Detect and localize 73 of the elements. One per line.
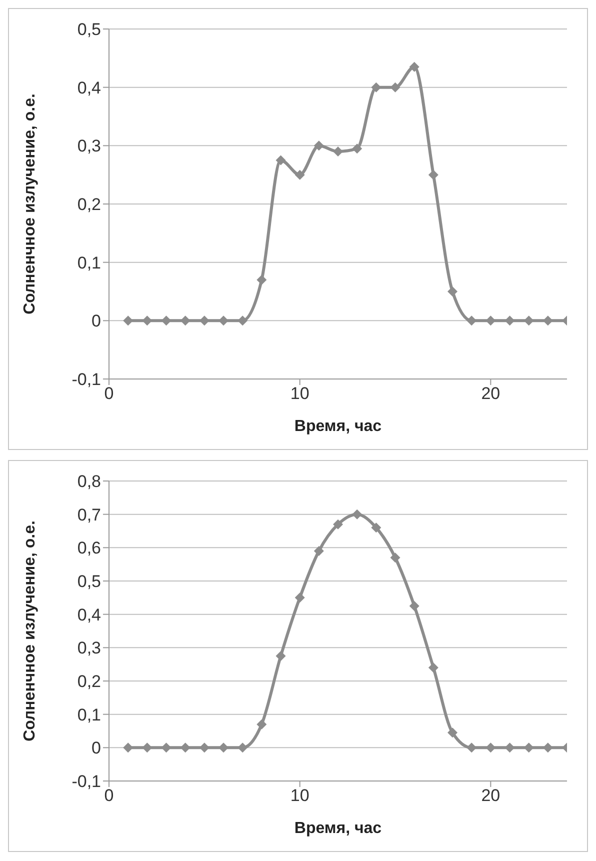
x-tick-label: 0 xyxy=(104,384,114,404)
y-axis-title: Солненчное излучение, о.е. xyxy=(22,94,39,314)
x-tick-label: 20 xyxy=(481,384,500,404)
point xyxy=(390,552,400,563)
y-tick-label: 0,4 xyxy=(77,605,101,624)
y-tick-label: 0,2 xyxy=(77,195,101,214)
y-tick-label: 0,5 xyxy=(77,572,101,592)
point xyxy=(542,742,553,753)
point xyxy=(180,742,190,753)
point xyxy=(314,140,324,151)
y-tick-label: 0,3 xyxy=(77,638,101,658)
point xyxy=(542,316,553,326)
point xyxy=(390,82,400,92)
x-tick-label: 20 xyxy=(481,786,500,806)
point xyxy=(486,316,496,326)
y-tick-label: 0,3 xyxy=(77,136,101,156)
y-tick-label: 0,8 xyxy=(77,472,101,492)
point xyxy=(504,742,515,753)
point xyxy=(218,316,228,326)
y-tick-label: 0,5 xyxy=(77,20,101,40)
y-tick-label: 0,2 xyxy=(77,672,101,692)
y-tick-label: 0 xyxy=(92,312,101,331)
point xyxy=(448,286,458,296)
x-tick-label: 10 xyxy=(290,384,310,404)
point xyxy=(218,742,228,753)
point xyxy=(123,742,134,753)
point xyxy=(199,742,210,753)
point xyxy=(123,316,134,326)
y-tick-label: 0 xyxy=(92,738,101,758)
point xyxy=(276,651,286,661)
y-tick-label: 0,4 xyxy=(77,78,101,98)
point xyxy=(504,316,515,326)
point xyxy=(486,742,496,753)
point xyxy=(428,662,438,673)
point xyxy=(428,170,438,180)
point xyxy=(352,509,362,520)
y-axis-title: Солненчное излучение, о.е. xyxy=(22,520,39,742)
point xyxy=(524,742,534,753)
point xyxy=(524,316,534,326)
point xyxy=(180,316,190,326)
point xyxy=(352,144,362,154)
point xyxy=(294,592,305,603)
point xyxy=(238,316,248,326)
point xyxy=(466,316,477,326)
point xyxy=(371,82,382,92)
x-axis-title: Время, час xyxy=(294,418,382,435)
point xyxy=(161,742,172,753)
point xyxy=(256,274,267,285)
point xyxy=(256,719,267,730)
point xyxy=(238,742,248,753)
point xyxy=(276,155,286,166)
point xyxy=(333,519,343,530)
point xyxy=(314,546,324,556)
y-tick-label: 0,7 xyxy=(77,505,101,524)
point xyxy=(466,742,477,753)
y-tick-label: 0,6 xyxy=(77,538,101,558)
x-tick-label: 10 xyxy=(290,786,310,806)
point xyxy=(161,316,172,326)
point xyxy=(294,170,305,180)
x-tick-label: 0 xyxy=(104,786,114,806)
point xyxy=(142,742,152,753)
point xyxy=(409,62,420,72)
y-tick-label: 0,1 xyxy=(77,253,101,272)
y-tick-label: -0,1 xyxy=(72,772,101,792)
point xyxy=(199,316,210,326)
y-tick-label: 0,1 xyxy=(77,705,101,724)
point xyxy=(409,601,420,611)
x-axis-title: Время, час xyxy=(294,820,382,837)
point xyxy=(142,316,152,326)
point xyxy=(333,146,343,156)
y-tick-label: -0,1 xyxy=(72,370,101,390)
point xyxy=(371,522,382,533)
point xyxy=(448,728,458,738)
